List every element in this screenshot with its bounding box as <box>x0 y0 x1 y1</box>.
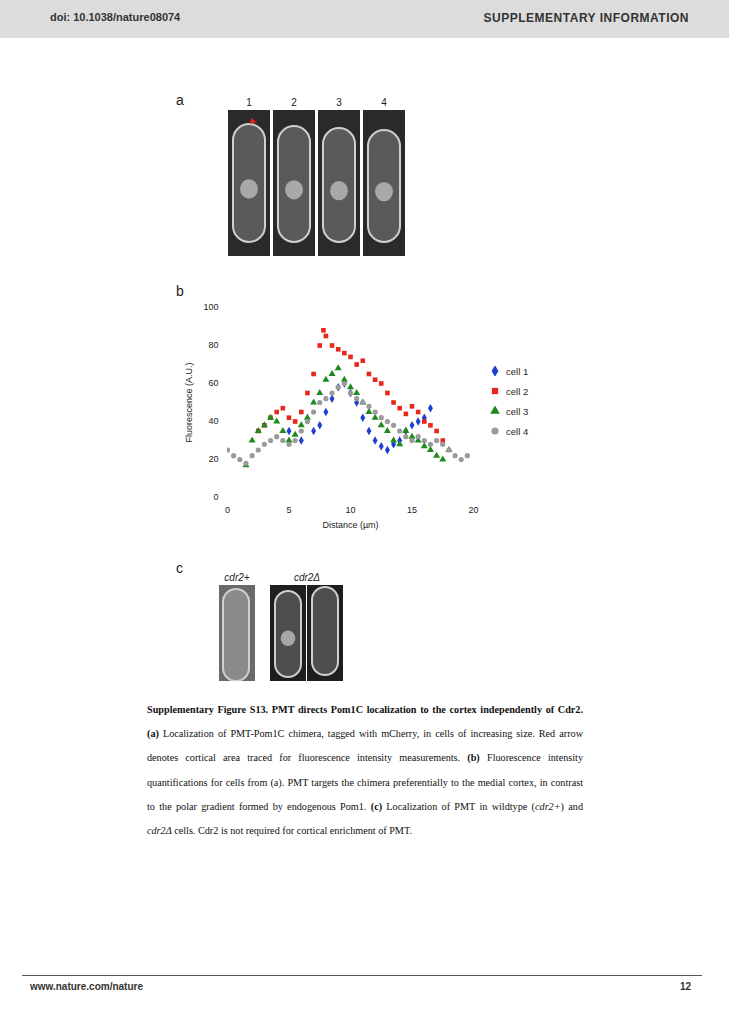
html-text:b: b <box>176 283 184 299</box>
html-text:cell 3: cell 3 <box>506 405 529 417</box>
html-text:(a) Localization of PMT-Pom1C: (a) Localization of PMT-Pom1C chimera, t… <box>147 728 583 812</box>
svg-text:20: 20 <box>468 505 478 515</box>
svg-text:10: 10 <box>345 505 355 515</box>
svg-text:15: 15 <box>407 505 417 515</box>
svg-text:Distance (µm): Distance (µm) <box>322 520 378 530</box>
html-text:2: 2 <box>291 97 297 108</box>
svg-text:0: 0 <box>213 492 218 502</box>
html-text:cdr2+: cdr2+ <box>224 572 250 583</box>
svg-text:100: 100 <box>203 302 218 312</box>
svg-text:20: 20 <box>208 454 218 464</box>
svg-text:0: 0 <box>225 505 230 515</box>
html-text:3: 3 <box>336 97 342 108</box>
svg-text:80: 80 <box>208 340 218 350</box>
html-text:c: c <box>176 560 183 576</box>
html-text:doi: 10.1038/nature08074: doi: 10.1038/nature08074 <box>50 11 181 23</box>
html-text:SUPPLEMENTARY INFORMATION: SUPPLEMENTARY INFORMATION <box>483 11 689 25</box>
html-text:cell 1: cell 1 <box>506 365 529 377</box>
html-text:12: 12 <box>680 981 692 992</box>
html-text:cell 2: cell 2 <box>506 385 529 397</box>
svg-text:5: 5 <box>286 505 291 515</box>
html-text:Supplementary Figure S13. PMT: Supplementary Figure S13. PMT directs Po… <box>147 704 583 715</box>
html-text:cdr2Δ cells. Cdr2 is not requi: cdr2Δ cells. Cdr2 is not required for co… <box>147 825 412 836</box>
html-text:cell 4: cell 4 <box>506 425 529 437</box>
html-text:cdr2Δ: cdr2Δ <box>293 572 321 583</box>
html-text:a: a <box>176 92 184 108</box>
svg-text:60: 60 <box>208 378 218 388</box>
svg-text:40: 40 <box>208 416 218 426</box>
html-text:1: 1 <box>246 97 252 108</box>
html-text:4: 4 <box>381 97 387 108</box>
svg-text:Fluorescence (A.U.): Fluorescence (A.U.) <box>184 362 194 442</box>
html-text:www.nature.com/nature: www.nature.com/nature <box>30 981 143 992</box>
